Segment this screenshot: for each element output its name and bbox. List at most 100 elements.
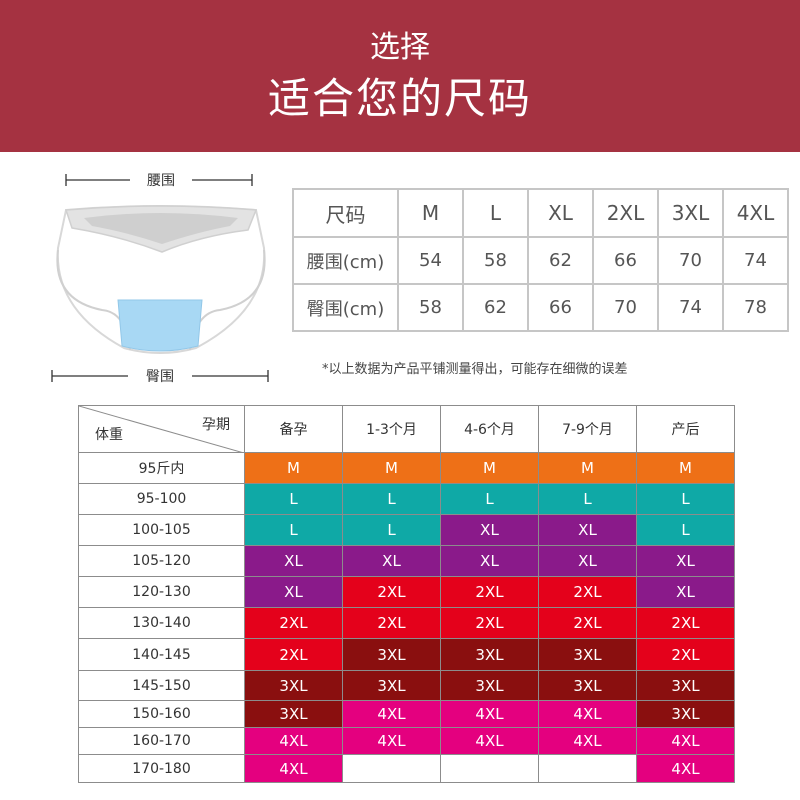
weight-label: 体重 bbox=[95, 427, 123, 443]
size-cell: L bbox=[342, 514, 441, 546]
measurement-note: *以上数据为产品平铺测量得出，可能存在细微的误差 bbox=[322, 362, 628, 377]
waist-value: 58 bbox=[462, 236, 529, 285]
waist-row: 腰围(cm) 54 58 62 66 70 74 bbox=[292, 236, 789, 285]
size-cell: XL bbox=[342, 545, 441, 577]
corner-header-cell: 孕期 体重 bbox=[78, 405, 245, 453]
size-cell: 4XL bbox=[636, 754, 735, 783]
size-cell: 4XL bbox=[440, 700, 539, 728]
weight-row: 130-140 2XL 2XL 2XL 2XL 2XL bbox=[78, 607, 735, 639]
size-cell: M bbox=[244, 452, 343, 484]
empty-cell bbox=[342, 754, 441, 783]
size-measurement-table: 尺码 M L XL 2XL 3XL 4XL 腰围(cm) 54 58 62 66… bbox=[292, 188, 789, 332]
page-header: 选择 适合您的尺码 bbox=[0, 0, 800, 152]
corner-diagonal-line bbox=[79, 406, 244, 453]
size-cell: L bbox=[538, 483, 637, 515]
size-col-4xl: 4XL bbox=[722, 188, 789, 238]
hip-value: 66 bbox=[527, 283, 594, 332]
waist-label: 腰围 bbox=[147, 173, 175, 189]
weight-row: 105-120 XL XL XL XL XL bbox=[78, 545, 735, 577]
size-cell: 3XL bbox=[244, 700, 343, 728]
weight-row: 145-150 3XL 3XL 3XL 3XL 3XL bbox=[78, 670, 735, 701]
waist-value: 62 bbox=[527, 236, 594, 285]
size-cell: XL bbox=[244, 545, 343, 577]
waist-value: 70 bbox=[657, 236, 724, 285]
empty-cell bbox=[538, 754, 637, 783]
size-cell: L bbox=[636, 483, 735, 515]
weight-row: 95-100 L L L L L bbox=[78, 483, 735, 515]
hip-row: 臀围(cm) 58 62 66 70 74 78 bbox=[292, 283, 789, 332]
underwear-diagram: 腰围 臀围 bbox=[51, 173, 269, 385]
weight-range-cell: 170-180 bbox=[78, 754, 245, 783]
size-cell: 4XL bbox=[342, 700, 441, 728]
size-cell: L bbox=[244, 483, 343, 515]
size-cell: 4XL bbox=[538, 727, 637, 755]
waist-value: 66 bbox=[592, 236, 659, 285]
size-cell: XL bbox=[538, 514, 637, 546]
size-cell: 3XL bbox=[636, 670, 735, 701]
size-cell: 3XL bbox=[342, 638, 441, 671]
header-title: 适合您的尺码 bbox=[267, 74, 532, 123]
size-col-3xl: 3XL bbox=[657, 188, 724, 238]
weight-range-cell: 95斤内 bbox=[78, 452, 245, 484]
hip-value: 74 bbox=[657, 283, 724, 332]
waist-row-label: 腰围(cm) bbox=[292, 236, 399, 285]
size-cell: 4XL bbox=[342, 727, 441, 755]
waist-value: 54 bbox=[397, 236, 464, 285]
hip-row-label: 臀围(cm) bbox=[292, 283, 399, 332]
pregnancy-stage-label: 孕期 bbox=[202, 417, 230, 433]
size-col-m: M bbox=[397, 188, 464, 238]
size-cell: 2XL bbox=[440, 607, 539, 639]
size-cell: M bbox=[342, 452, 441, 484]
size-cell: 3XL bbox=[538, 670, 637, 701]
size-cell: XL bbox=[440, 514, 539, 546]
size-cell: M bbox=[636, 452, 735, 484]
stage-column-header: 备孕 bbox=[244, 405, 343, 453]
size-cell: 4XL bbox=[244, 727, 343, 755]
size-header-label: 尺码 bbox=[292, 188, 399, 238]
size-col-xl: XL bbox=[527, 188, 594, 238]
header-subtitle: 选择 bbox=[370, 30, 430, 65]
stage-column-header: 4-6个月 bbox=[440, 405, 539, 453]
weight-row: 100-105 L L XL XL L bbox=[78, 514, 735, 546]
size-col-l: L bbox=[462, 188, 529, 238]
size-cell: L bbox=[636, 514, 735, 546]
size-cell: 2XL bbox=[538, 576, 637, 608]
recommend-header-row: 孕期 体重 备孕 1-3个月 4-6个月 7-9个月 产后 bbox=[78, 405, 735, 453]
hip-value: 78 bbox=[722, 283, 789, 332]
weight-range-cell: 130-140 bbox=[78, 607, 245, 639]
size-cell: 2XL bbox=[342, 576, 441, 608]
size-header-row: 尺码 M L XL 2XL 3XL 4XL bbox=[292, 188, 789, 238]
waist-value: 74 bbox=[722, 236, 789, 285]
size-cell: XL bbox=[440, 545, 539, 577]
weight-range-cell: 105-120 bbox=[78, 545, 245, 577]
weight-row: 150-160 3XL 4XL 4XL 4XL 3XL bbox=[78, 700, 735, 728]
size-cell: 3XL bbox=[538, 638, 637, 671]
stage-column-header: 产后 bbox=[636, 405, 735, 453]
size-cell: 3XL bbox=[440, 670, 539, 701]
size-cell: 3XL bbox=[244, 670, 343, 701]
weight-range-cell: 150-160 bbox=[78, 700, 245, 728]
size-cell: 3XL bbox=[636, 700, 735, 728]
hip-value: 58 bbox=[397, 283, 464, 332]
size-cell: 2XL bbox=[538, 607, 637, 639]
size-recommendation-table: 孕期 体重 备孕 1-3个月 4-6个月 7-9个月 产后 95斤内 M M M M M 9… bbox=[78, 405, 735, 783]
empty-cell bbox=[440, 754, 539, 783]
weight-range-cell: 120-130 bbox=[78, 576, 245, 608]
weight-range-cell: 100-105 bbox=[78, 514, 245, 546]
weight-row: 170-180 4XL 4XL bbox=[78, 754, 735, 783]
size-cell: 4XL bbox=[538, 700, 637, 728]
size-col-2xl: 2XL bbox=[592, 188, 659, 238]
size-cell: 3XL bbox=[342, 670, 441, 701]
size-cell: 4XL bbox=[636, 727, 735, 755]
size-cell: 2XL bbox=[636, 638, 735, 671]
size-cell: 2XL bbox=[244, 607, 343, 639]
weight-row: 95斤内 M M M M M bbox=[78, 452, 735, 484]
weight-range-cell: 95-100 bbox=[78, 483, 245, 515]
size-cell: M bbox=[538, 452, 637, 484]
size-cell: XL bbox=[538, 545, 637, 577]
weight-row: 160-170 4XL 4XL 4XL 4XL 4XL bbox=[78, 727, 735, 755]
size-cell: XL bbox=[636, 545, 735, 577]
stage-column-header: 1-3个月 bbox=[342, 405, 441, 453]
hip-value: 70 bbox=[592, 283, 659, 332]
size-cell: XL bbox=[244, 576, 343, 608]
